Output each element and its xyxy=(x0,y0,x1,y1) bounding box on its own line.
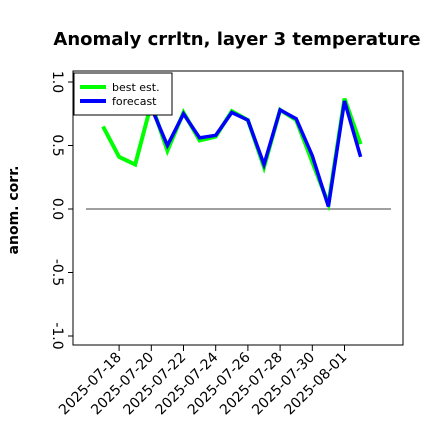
legend-label-best-est: best est. xyxy=(112,81,160,94)
legend: best est. forecast xyxy=(73,72,173,116)
y-tick-label: -1.0 xyxy=(49,322,65,349)
y-ticks: -1.0 -0.5 0.0 0.5 1.0 xyxy=(49,71,73,350)
y-tick-label: 0.5 xyxy=(49,134,65,156)
chart-title: Anomaly crrltn, layer 3 temperature xyxy=(53,29,420,50)
series-line-forecast xyxy=(149,100,363,208)
y-tick-label: 0.0 xyxy=(49,198,65,220)
legend-box xyxy=(73,72,173,116)
y-axis-label: anom. corr. xyxy=(6,166,22,255)
y-tick-label: 1.0 xyxy=(49,71,65,93)
legend-label-forecast: forecast xyxy=(112,95,157,108)
x-ticks: 2025-07-182025-07-202025-07-222025-07-24… xyxy=(56,345,350,418)
y-tick-label: -0.5 xyxy=(49,259,65,286)
